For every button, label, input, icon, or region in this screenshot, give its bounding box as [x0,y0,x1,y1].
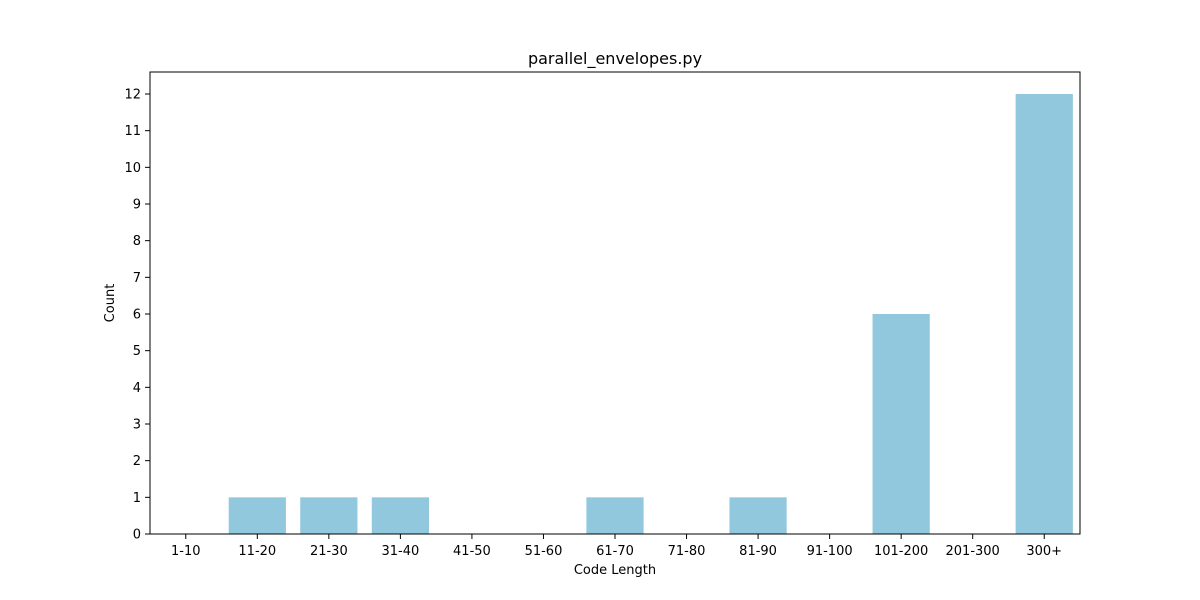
x-tick-label: 11-20 [238,544,276,559]
y-axis-label: Count [103,284,118,323]
bar-61-70 [586,497,644,534]
y-tick-label: 7 [133,271,141,286]
bar-11-20 [228,497,286,534]
y-tick-label: 12 [124,88,141,103]
chart-title: parallel_envelopes.py [528,49,702,69]
bar-101-200 [872,314,930,534]
x-tick-label: 21-30 [310,544,348,559]
y-tick-label: 2 [133,454,141,469]
y-tick-label: 11 [124,124,141,139]
y-tick-label: 9 [133,198,141,213]
y-tick-label: 3 [133,418,141,433]
bar-21-30 [300,497,358,534]
y-tick-label: 6 [133,308,141,323]
x-tick-label: 101-200 [874,544,928,559]
y-tick-label: 8 [133,234,141,249]
x-tick-label: 71-80 [668,544,706,559]
x-axis: 1-10 11-20 21-30 31-40 41-50 51-60 61-70 71-80 8… [171,534,1062,559]
y-tick-label: 4 [133,381,141,396]
bars-group [228,94,1073,534]
bar-300+ [1015,94,1073,534]
x-tick-label: 201-300 [946,544,1000,559]
x-tick-label: 1-10 [171,544,201,559]
y-tick-label: 1 [133,491,141,506]
y-tick-label: 10 [124,161,141,176]
x-tick-label: 31-40 [381,544,419,559]
bar-81-90 [729,497,787,534]
x-tick-label: 81-90 [739,544,777,559]
x-axis-label: Code Length [574,563,656,578]
plot-frame [149,71,1081,535]
bar-31-40 [371,497,429,534]
x-tick-label: 61-70 [596,544,634,559]
x-tick-label: 41-50 [453,544,491,559]
x-tick-label: 91-100 [807,544,853,559]
y-tick-label: 5 [133,344,141,359]
x-tick-label: 51-60 [525,544,563,559]
x-tick-label: 300+ [1026,544,1062,559]
y-tick-label: 0 [133,528,141,543]
